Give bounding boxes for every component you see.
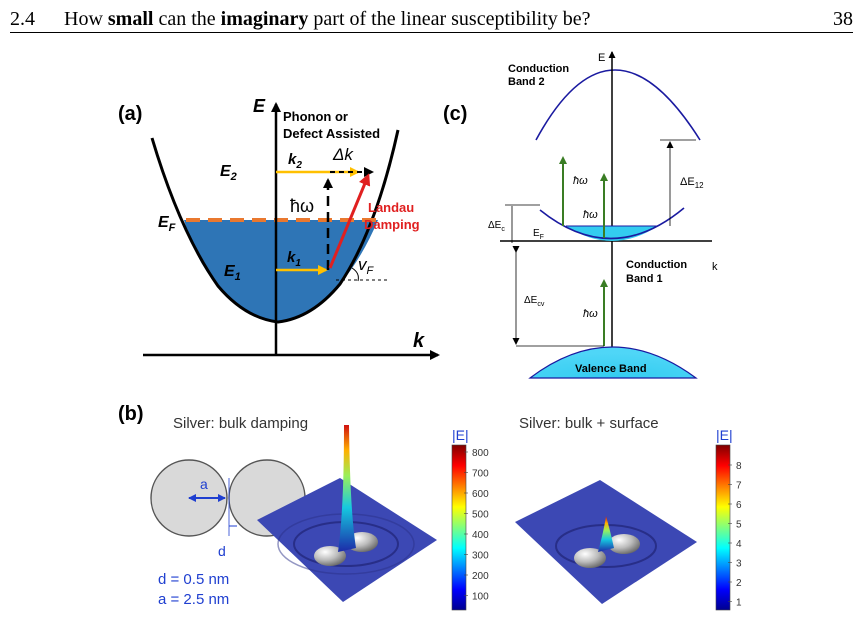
left-colorbar-tick-label: 100 — [472, 592, 489, 603]
cb1-filled-states — [566, 226, 658, 241]
phonon-text-2: Defect Assisted — [283, 126, 380, 141]
hw-label-1: ħω — [573, 175, 588, 187]
field-spike-right — [598, 516, 614, 552]
right-colorbar-tick-label: 8 — [736, 461, 742, 472]
page-number: 38 — [833, 8, 853, 30]
hw-label: ħω — [290, 196, 314, 216]
e2-label: E2 — [220, 163, 237, 183]
cb2-text-1: Conduction — [508, 63, 569, 75]
valence-band-label: Valence Band — [575, 363, 647, 375]
left-colorbar-tick-label: 300 — [472, 551, 489, 562]
right-colorbar-tick-label: 7 — [736, 481, 742, 492]
ef-label: EF — [158, 214, 176, 234]
left-colorbar-gradient — [451, 444, 467, 611]
right-colorbar-title: |E| — [716, 427, 733, 443]
hw-label-2: ħω — [583, 209, 598, 221]
right-colorbar-tick-label: 1 — [736, 598, 742, 609]
left-colorbar-tick-label: 600 — [472, 489, 489, 500]
left-particle-1 — [314, 546, 346, 566]
de12-label: ΔE12 — [680, 176, 704, 190]
landau-text-1: Landau — [368, 200, 414, 215]
delta-k-label: Δk — [332, 145, 354, 164]
right-plot-title: Silver: bulk + surface — [519, 415, 659, 432]
left-colorbar-tick-label: 400 — [472, 530, 489, 541]
a-value: a = 2.5 nm — [158, 591, 229, 608]
conduction-band-2 — [535, 69, 701, 141]
section-title: How small can the imaginary part of the … — [64, 8, 591, 30]
panel-c-label: (c) — [443, 103, 467, 125]
left-colorbar-tick-label: 800 — [472, 448, 489, 459]
landau-arrow — [328, 173, 371, 269]
panel-b: (b) Silver: bulk damping Silver: bulk + … — [118, 403, 742, 611]
k2-label: k2 — [288, 151, 302, 171]
field-spike-left — [338, 425, 356, 552]
radius-label: a — [200, 476, 208, 492]
conduction-band-1 — [539, 207, 685, 240]
dec-label: ΔEc — [488, 220, 505, 233]
panel-c: (c) Conduction Band 2 E k Valence Band C… — [443, 51, 718, 379]
gap-label: d — [218, 543, 226, 559]
panel-a-label: (a) — [118, 103, 142, 125]
e1-label: E1 — [224, 263, 241, 283]
decv-label: ΔEcv — [524, 295, 545, 308]
cb2-text-2: Band 2 — [508, 76, 545, 88]
panel-a: (a) E k Phonon or Defect Assisted E2 EF … — [118, 96, 440, 360]
phonon-text-1: Phonon or — [283, 109, 348, 124]
right-colorbar: |E| 8 7 6 5 4 3 2 1 — [715, 427, 742, 611]
left-colorbar-title: |E| — [452, 427, 469, 443]
k-axis-label: k — [413, 330, 425, 352]
valence-band — [528, 346, 698, 379]
k1-label: k1 — [287, 249, 301, 269]
left-colorbar-tick-label: 700 — [472, 469, 489, 480]
vf-label: vF — [358, 255, 375, 277]
c-ef-label: EF — [533, 228, 544, 241]
right-colorbar-tick-label: 6 — [736, 500, 742, 511]
cb1-text-2: Band 1 — [626, 273, 663, 285]
cb1-text-1: Conduction — [626, 259, 687, 271]
left-colorbar-tick-label: 200 — [472, 571, 489, 582]
right-colorbar-tick-label: 2 — [736, 578, 742, 589]
right-colorbar-tick-label: 5 — [736, 520, 742, 531]
d-value: d = 0.5 nm — [158, 571, 229, 588]
landau-text-2: Damping — [364, 217, 420, 232]
section-number: 2.4 — [10, 8, 35, 30]
right-particle-2 — [608, 534, 640, 554]
c-k-axis-label: k — [712, 261, 718, 273]
panel-b-label: (b) — [118, 403, 144, 425]
right-colorbar-tick-label: 4 — [736, 539, 742, 550]
c-e-axis-label: E — [598, 52, 605, 64]
e-axis-label: E — [253, 96, 266, 116]
right-colorbar-ticks: 8 7 6 5 4 3 2 1 — [728, 461, 742, 609]
page-header: 2.4 How small can the imaginary part of … — [10, 6, 853, 33]
dispersion-parabola — [150, 129, 400, 324]
hw-label-3: ħω — [583, 308, 598, 320]
right-particle-1 — [574, 548, 606, 568]
left-colorbar-ticks: 800 700 600 500 400 300 200 100 — [464, 448, 489, 603]
left-colorbar-tick-label: 500 — [472, 510, 489, 521]
right-colorbar-tick-label: 3 — [736, 559, 742, 570]
left-colorbar: |E| 800 700 600 500 400 300 200 100 — [451, 427, 489, 611]
vf-angle — [351, 267, 359, 282]
left-plot-title: Silver: bulk damping — [173, 415, 308, 432]
right-colorbar-gradient — [715, 444, 731, 611]
